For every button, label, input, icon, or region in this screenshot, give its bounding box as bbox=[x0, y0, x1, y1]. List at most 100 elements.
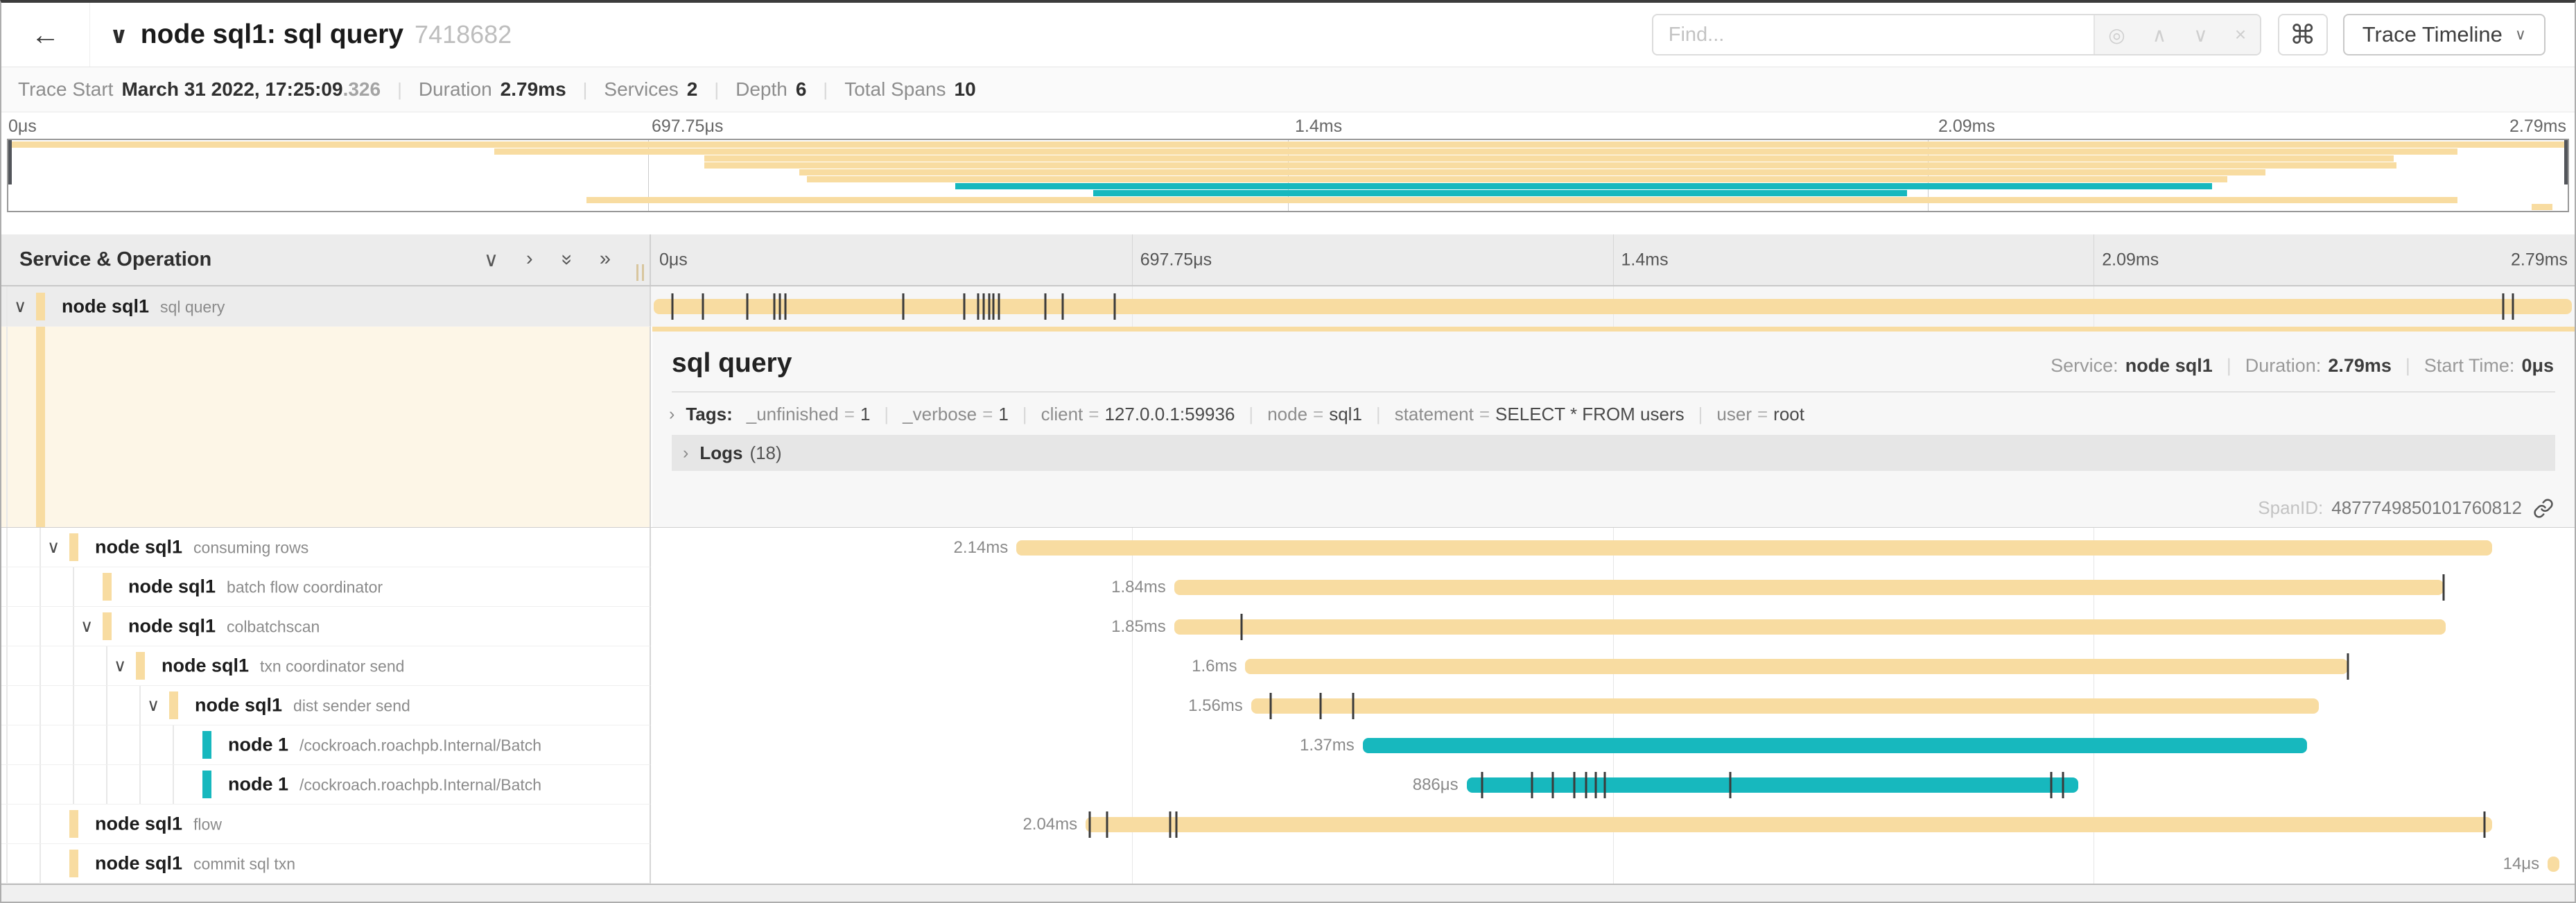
span-log-marker[interactable] bbox=[1061, 293, 1064, 320]
span-log-marker[interactable] bbox=[1585, 771, 1587, 798]
span-log-marker[interactable] bbox=[977, 293, 980, 320]
span-log-marker[interactable] bbox=[1106, 811, 1108, 838]
span-collapse-chevron-icon[interactable]: ∨ bbox=[80, 617, 94, 636]
span-row-tree-cell[interactable]: node sql1 flow bbox=[1, 805, 651, 844]
span-log-marker[interactable] bbox=[2062, 771, 2064, 798]
span-log-marker[interactable] bbox=[778, 293, 781, 320]
span-log-marker[interactable] bbox=[998, 293, 1000, 320]
find-box: ◎ ∧ ∨ × bbox=[1651, 14, 2261, 55]
span-log-marker[interactable] bbox=[702, 293, 704, 320]
minimap-span-bar bbox=[2532, 204, 2552, 210]
span-row-timeline-cell[interactable]: 2.04ms bbox=[651, 805, 2575, 844]
prev-result-icon[interactable]: ∧ bbox=[2152, 24, 2167, 46]
find-input[interactable] bbox=[1653, 15, 2094, 54]
span-collapse-chevron-icon[interactable]: ∨ bbox=[114, 656, 127, 676]
span-log-marker[interactable] bbox=[2442, 574, 2445, 601]
span-log-marker[interactable] bbox=[1240, 613, 1243, 640]
span-row-tree-cell[interactable]: ∨ node sql1 dist sender send bbox=[1, 686, 651, 725]
viewport-left-handle[interactable] bbox=[8, 140, 12, 184]
span-row-tree-cell[interactable]: ∨ node sql1 sql query bbox=[1, 286, 651, 327]
trace-collapse-chevron-icon[interactable]: ∨ bbox=[110, 22, 128, 48]
span-log-marker[interactable] bbox=[1113, 293, 1116, 320]
span-log-marker[interactable] bbox=[2502, 293, 2505, 320]
span-log-marker[interactable] bbox=[1169, 811, 1172, 838]
span-log-marker[interactable] bbox=[982, 293, 985, 320]
span-log-marker[interactable] bbox=[1175, 811, 1178, 838]
span-collapse-chevron-icon[interactable]: ∨ bbox=[47, 538, 60, 557]
span-log-marker[interactable] bbox=[1729, 771, 1732, 798]
span-duration-bar[interactable] bbox=[1466, 777, 2079, 793]
span-row-timeline-cell[interactable]: 1.85ms bbox=[651, 607, 2575, 646]
timeline-ticks-header[interactable]: 0μs 697.75μs 1.4ms 2.09ms 2.79ms bbox=[651, 234, 2575, 285]
span-duration-bar[interactable] bbox=[1086, 816, 2492, 832]
span-log-marker[interactable] bbox=[988, 293, 991, 320]
span-duration-bar[interactable] bbox=[1016, 540, 2492, 556]
span-row-timeline-cell[interactable]: 2.14ms bbox=[651, 528, 2575, 567]
locate-icon[interactable]: ◎ bbox=[2108, 24, 2125, 46]
next-result-icon[interactable]: ∨ bbox=[2193, 24, 2208, 46]
span-log-marker[interactable] bbox=[2347, 653, 2349, 680]
collapse-all-icon[interactable]: » bbox=[556, 254, 579, 266]
span-log-marker[interactable] bbox=[1088, 811, 1091, 838]
span-duration-bar[interactable] bbox=[1245, 658, 2348, 674]
span-log-marker[interactable] bbox=[902, 293, 905, 320]
span-log-marker[interactable] bbox=[1044, 293, 1047, 320]
span-log-marker[interactable] bbox=[2050, 771, 2053, 798]
span-row-tree-cell[interactable]: node 1/cockroach.roachpb.Internal/Batch bbox=[1, 725, 651, 765]
span-row-timeline-cell[interactable]: 1.84ms bbox=[651, 567, 2575, 607]
viewport-right-handle[interactable] bbox=[2564, 140, 2568, 184]
span-log-marker[interactable] bbox=[2512, 293, 2514, 320]
span-log-marker[interactable] bbox=[1594, 771, 1597, 798]
span-row-tree-cell[interactable]: node 1/cockroach.roachpb.Internal/Batch bbox=[1, 765, 651, 805]
span-row-timeline-cell[interactable]: 886μs bbox=[651, 765, 2575, 805]
column-resizer-grip[interactable] bbox=[636, 264, 644, 281]
span-duration-bar[interactable] bbox=[1174, 619, 2446, 635]
span-log-marker[interactable] bbox=[2483, 811, 2486, 838]
span-row-timeline-cell[interactable]: 1.6ms bbox=[651, 646, 2575, 686]
minimap-canvas[interactable] bbox=[7, 139, 2569, 212]
span-log-marker[interactable] bbox=[963, 293, 966, 320]
span-duration-bar[interactable] bbox=[654, 299, 2572, 314]
span-log-marker[interactable] bbox=[1319, 692, 1322, 719]
span-log-marker[interactable] bbox=[671, 293, 674, 320]
span-log-marker[interactable] bbox=[1352, 692, 1355, 719]
span-log-marker[interactable] bbox=[1603, 771, 1606, 798]
span-log-marker[interactable] bbox=[773, 293, 776, 320]
span-collapse-chevron-icon[interactable]: ∨ bbox=[147, 696, 160, 715]
span-collapse-chevron-icon[interactable]: ∨ bbox=[14, 296, 27, 316]
span-log-marker[interactable] bbox=[1531, 771, 1533, 798]
span-row-tree-cell[interactable]: ∨ node sql1 consuming rows bbox=[1, 528, 651, 567]
span-log-marker[interactable] bbox=[1269, 692, 1272, 719]
collapse-one-icon[interactable]: ∨ bbox=[483, 249, 499, 271]
trace-view-select[interactable]: Trace Timeline ∨ bbox=[2342, 14, 2545, 55]
span-log-marker[interactable] bbox=[784, 293, 787, 320]
clear-find-icon[interactable]: × bbox=[2234, 24, 2247, 45]
span-log-marker[interactable] bbox=[746, 293, 749, 320]
deep-link-icon[interactable] bbox=[2533, 498, 2554, 519]
span-row-timeline-cell[interactable]: 1.37ms bbox=[651, 725, 2575, 765]
span-duration-bar[interactable] bbox=[1251, 698, 2319, 714]
span-log-marker[interactable] bbox=[1481, 771, 1483, 798]
tree-guide-line bbox=[40, 646, 41, 685]
separator: | bbox=[1022, 404, 1027, 424]
span-row-tree-cell[interactable]: node sql1 commit sql txn bbox=[1, 844, 651, 884]
span-row-tree-cell[interactable]: ∨ node sql1 txn coordinator send bbox=[1, 646, 651, 686]
expand-one-icon[interactable]: › bbox=[526, 248, 533, 270]
span-row-timeline-cell[interactable] bbox=[651, 286, 2575, 327]
span-detail-meta: Service: node sql1 | Duration: 2.79ms | Start … bbox=[2051, 355, 2554, 377]
back-button[interactable]: ← bbox=[1, 3, 90, 67]
span-log-marker[interactable] bbox=[992, 293, 995, 320]
span-log-marker[interactable] bbox=[1573, 771, 1576, 798]
span-duration-bar[interactable] bbox=[1362, 737, 2308, 753]
span-log-marker[interactable] bbox=[1551, 771, 1554, 798]
span-row-timeline-cell[interactable]: 14μs bbox=[651, 844, 2575, 884]
span-row-tree-cell[interactable]: node sql1 batch flow coordinator bbox=[1, 567, 651, 607]
span-duration-bar[interactable] bbox=[2548, 856, 2559, 872]
expand-all-icon[interactable]: » bbox=[599, 248, 611, 270]
span-row-tree-cell[interactable]: ∨ node sql1 colbatchscan bbox=[1, 607, 651, 646]
span-row-timeline-cell[interactable]: 1.56ms bbox=[651, 686, 2575, 725]
keyboard-shortcuts-button[interactable]: ⌘ bbox=[2277, 14, 2328, 55]
span-duration-bar[interactable] bbox=[1174, 579, 2444, 595]
logs-accordion[interactable]: › Logs (18) bbox=[672, 435, 2555, 471]
tags-accordion[interactable]: › Tags: _unfinished = 1 | _verbose = 1 | client =… bbox=[652, 393, 2575, 425]
